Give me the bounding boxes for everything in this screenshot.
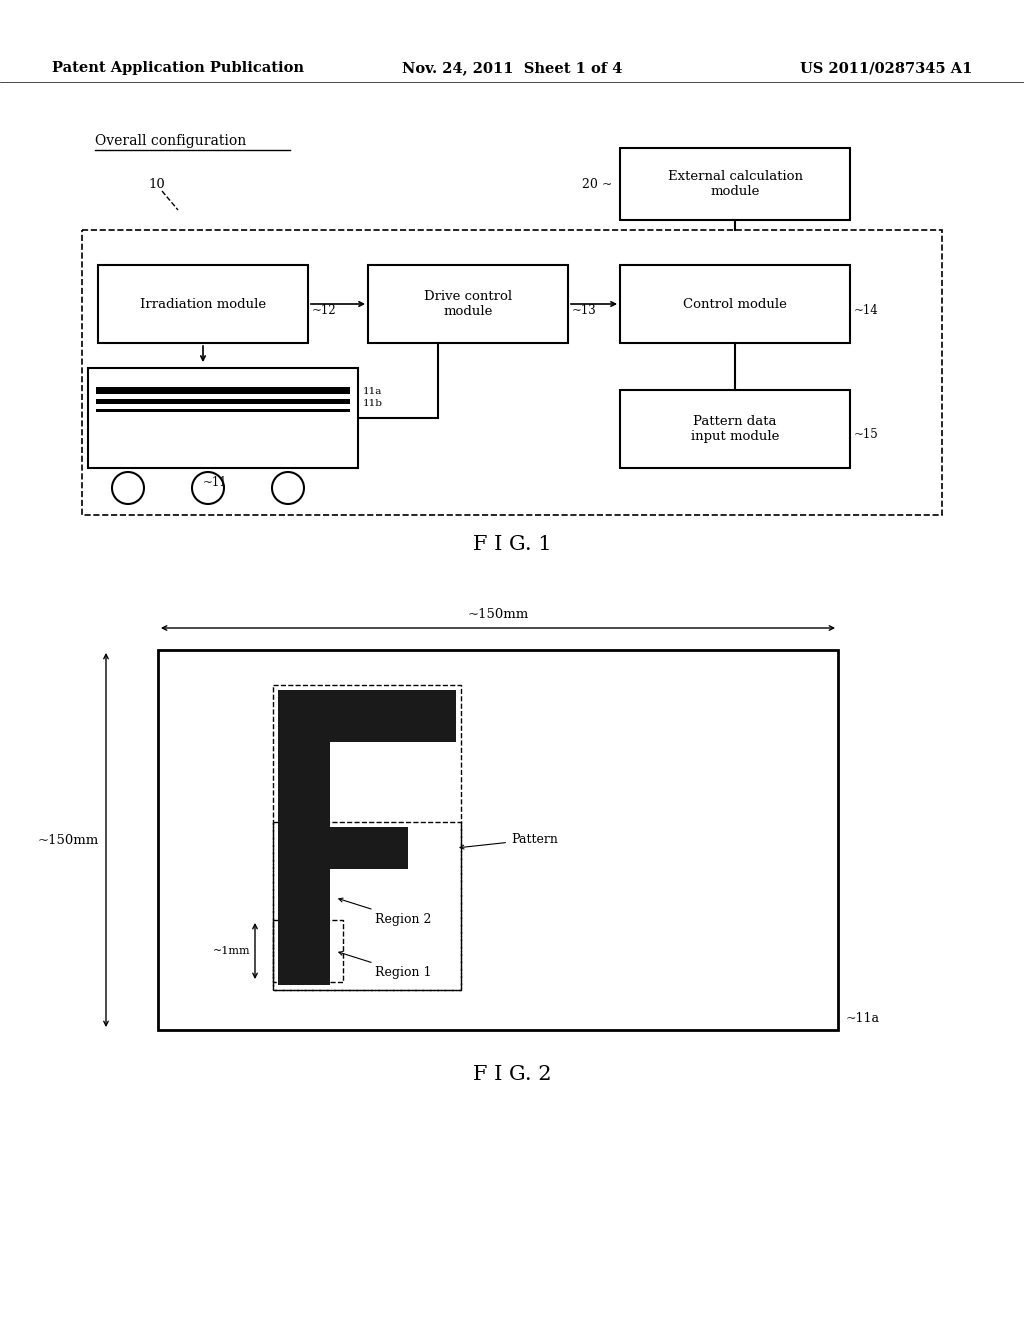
Text: Control module: Control module [683, 297, 786, 310]
Text: 20 ~: 20 ~ [582, 177, 612, 190]
Bar [88, 368, 358, 469]
Text: F I G. 2: F I G. 2 [473, 1065, 551, 1085]
Bar [620, 148, 850, 220]
Bar [278, 690, 456, 742]
Text: Irradiation module: Irradiation module [140, 297, 266, 310]
Bar [273, 920, 343, 982]
Text: Overall configuration: Overall configuration [95, 135, 246, 148]
Text: Region 2: Region 2 [339, 898, 431, 925]
Text: ~15: ~15 [854, 429, 879, 441]
Bar [96, 387, 350, 393]
Text: 11b: 11b [362, 399, 383, 408]
Bar [158, 649, 838, 1030]
Text: ~11: ~11 [203, 477, 227, 488]
Text: Pattern data
input module: Pattern data input module [691, 414, 779, 444]
Bar [98, 265, 308, 343]
Bar [278, 828, 408, 869]
Text: ~14: ~14 [854, 304, 879, 317]
Bar [96, 399, 350, 404]
Text: ~11a: ~11a [846, 1011, 880, 1024]
Bar [620, 389, 850, 469]
Bar [273, 685, 461, 990]
Bar [82, 230, 942, 515]
Text: ~12: ~12 [312, 304, 337, 317]
Bar [368, 265, 568, 343]
Text: 11a: 11a [362, 387, 382, 396]
Text: Region 1: Region 1 [339, 952, 431, 979]
Text: US 2011/0287345 A1: US 2011/0287345 A1 [800, 61, 972, 75]
Bar [273, 822, 461, 990]
Bar [620, 265, 850, 343]
Text: ~150mm: ~150mm [37, 833, 98, 846]
Text: Drive control
module: Drive control module [424, 290, 512, 318]
Text: ~13: ~13 [572, 304, 597, 317]
Bar [96, 409, 350, 412]
Text: 10: 10 [148, 178, 165, 191]
Text: Nov. 24, 2011  Sheet 1 of 4: Nov. 24, 2011 Sheet 1 of 4 [401, 61, 623, 75]
Text: Patent Application Publication: Patent Application Publication [52, 61, 304, 75]
Text: F I G. 1: F I G. 1 [473, 536, 551, 554]
Text: ~150mm: ~150mm [467, 607, 528, 620]
Text: External calculation
module: External calculation module [668, 170, 803, 198]
Text: ~1mm: ~1mm [213, 946, 251, 956]
Text: Pattern: Pattern [460, 833, 558, 849]
Bar [278, 690, 330, 985]
